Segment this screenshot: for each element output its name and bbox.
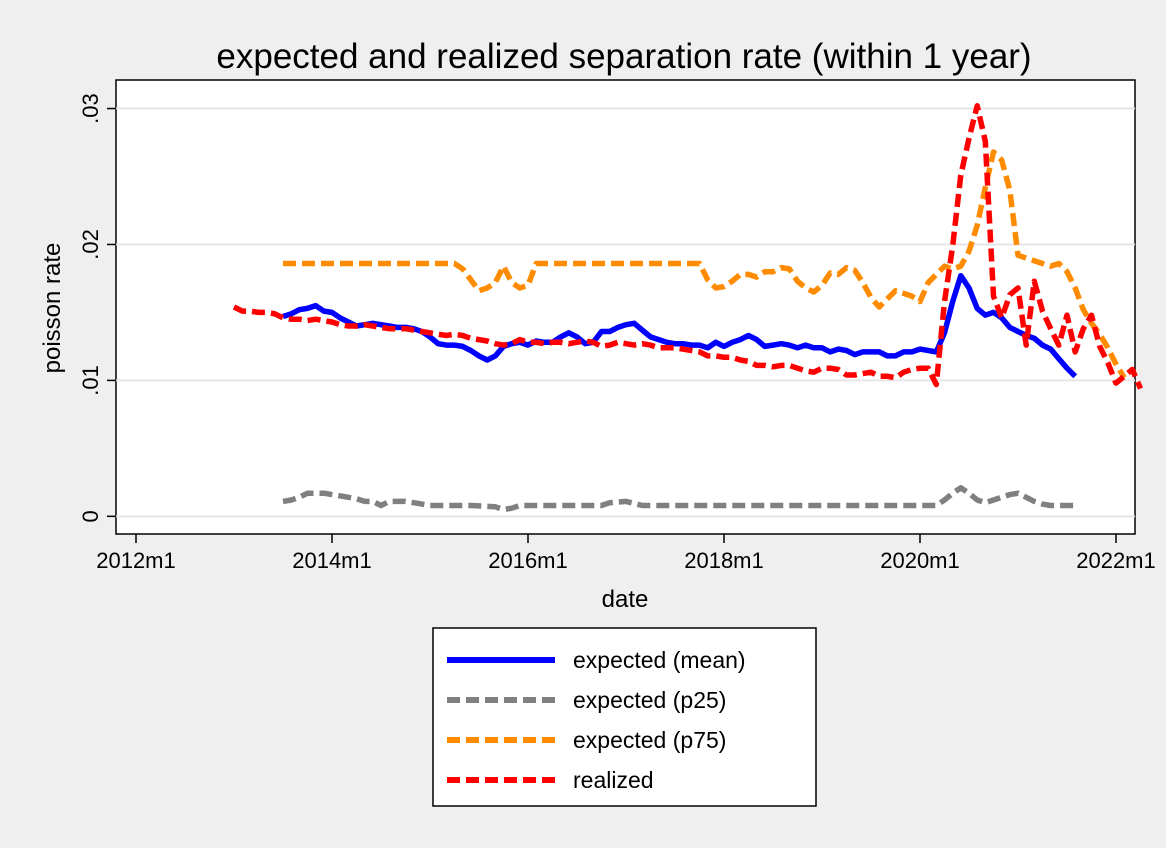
x-tick-label: 2014m1 <box>292 548 372 573</box>
legend: expected (mean) expected (p25) expected (p… <box>432 627 817 807</box>
gridlines <box>116 107 1135 518</box>
legend-label: realized <box>573 767 654 793</box>
y-tick-label: .02 <box>78 229 103 260</box>
series-line-2 <box>282 485 1076 513</box>
legend-label: expected (p25) <box>573 687 726 713</box>
legend-label: expected (mean) <box>573 647 746 673</box>
x-tick-label: 2012m1 <box>96 548 176 573</box>
y-tick-label: .03 <box>78 93 103 124</box>
y-axis-label: poisson rate <box>39 243 66 374</box>
x-axis-label: date <box>602 586 649 613</box>
y-tick-label: 0 <box>78 510 103 522</box>
x-tick-label: 2020m1 <box>880 548 960 573</box>
x-tick-label: 2022m1 <box>1076 548 1156 573</box>
x-tick-label: 2016m1 <box>488 548 568 573</box>
legend-label: expected (p75) <box>573 727 726 753</box>
axes: 0 .01 .02 .03 2012m1 2014m1 2016m1 2018m1 2020m1… <box>78 93 1156 573</box>
series-line-3 <box>283 149 1127 380</box>
chart-title: expected and realized separation rate (w… <box>216 37 1031 76</box>
y-tick-label: .01 <box>78 365 103 396</box>
x-tick-label: 2018m1 <box>684 548 764 573</box>
series-line-4 <box>232 103 1144 390</box>
series-lines <box>232 103 1144 513</box>
plot-area <box>115 79 1136 535</box>
